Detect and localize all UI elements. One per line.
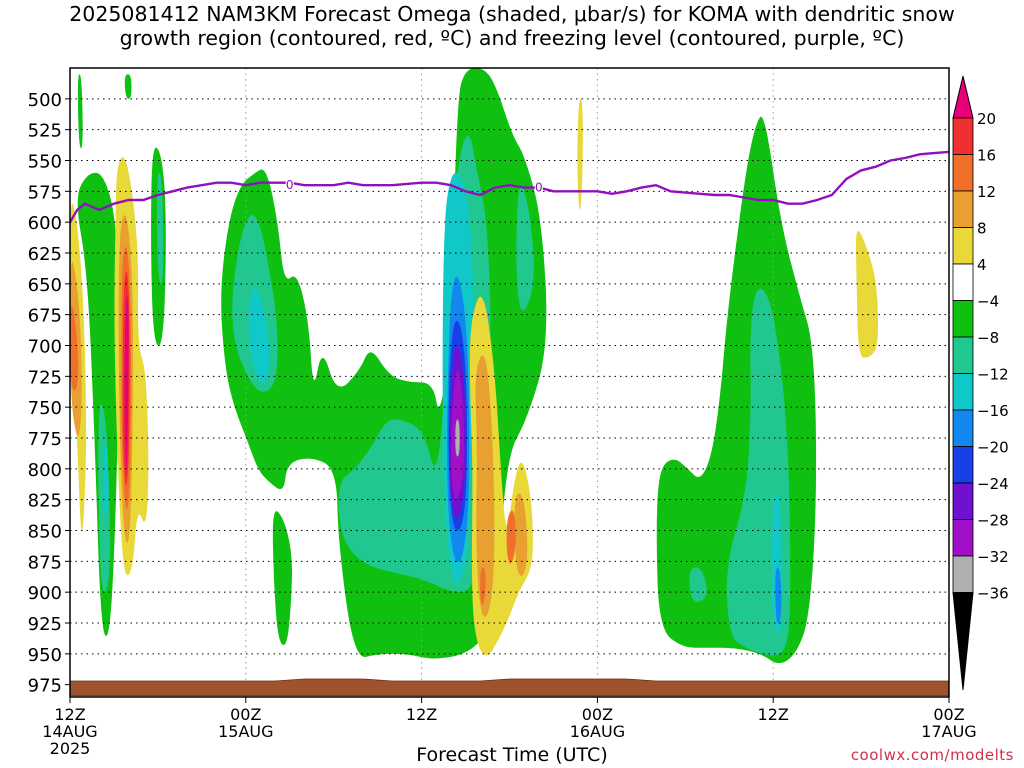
omega-region-33 xyxy=(475,355,495,617)
colorbar-top-arrow xyxy=(952,75,974,119)
y-tick-label-725: 725 xyxy=(28,367,62,388)
x-axis-label: Forecast Time (UTC) xyxy=(416,744,608,766)
colorbar-label-2: 12 xyxy=(977,183,996,201)
omega-region-19 xyxy=(775,567,782,625)
colorbar-label-5: −4 xyxy=(977,293,999,311)
colorbar-swatch-0 xyxy=(952,117,974,155)
colorbar-label-8: −16 xyxy=(977,402,1009,420)
omega-region-26 xyxy=(70,305,79,391)
omega-region-1 xyxy=(77,74,83,149)
colorbar-swatch-4 xyxy=(952,263,974,301)
colorbar-label-13: −36 xyxy=(977,585,1009,603)
colorbar-label-1: 16 xyxy=(977,147,996,165)
x-tick-label-60: 00Z xyxy=(933,705,964,724)
y-tick-label-800: 800 xyxy=(28,460,62,481)
y-tick-label-775: 775 xyxy=(28,429,62,450)
omega-region-38 xyxy=(855,230,879,358)
colorbar-label-4: 4 xyxy=(977,256,987,274)
colorbar-swatch-9 xyxy=(952,446,974,484)
x-tick-label-24: 12Z xyxy=(406,705,437,724)
colorbar-label-10: −24 xyxy=(977,475,1009,493)
omega-shading xyxy=(70,68,879,664)
omega-region-31 xyxy=(124,296,129,469)
colorbar-swatch-8 xyxy=(952,409,974,447)
colorbar-label-3: 8 xyxy=(977,220,987,238)
x-date-label-12: 15AUG xyxy=(218,722,273,741)
y-tick-label-625: 625 xyxy=(28,244,62,265)
plot-frame xyxy=(69,67,950,698)
x-date-label-60: 17AUG xyxy=(921,722,976,741)
y-tick-label-650: 650 xyxy=(28,275,62,296)
x-date-label-36: 16AUG xyxy=(570,722,625,741)
y-tick-label-525: 525 xyxy=(28,121,62,142)
colorbar-swatch-10 xyxy=(952,482,974,520)
freezing-level-line xyxy=(70,150,949,223)
y-tick-label-875: 875 xyxy=(28,552,62,573)
omega-region-8 xyxy=(157,172,164,284)
omega-region-37 xyxy=(577,98,583,210)
omega-region-36 xyxy=(480,567,486,605)
y-tick-label-550: 550 xyxy=(28,152,62,173)
colorbar-label-7: −12 xyxy=(977,366,1009,384)
ground-band xyxy=(70,678,949,697)
omega-region-11 xyxy=(516,186,534,311)
y-tick-label-500: 500 xyxy=(28,90,62,111)
y-tick-label-925: 925 xyxy=(28,614,62,635)
x-tick-label-48: 12Z xyxy=(758,705,789,724)
colorbar-swatch-7 xyxy=(952,373,974,411)
y-tick-label-575: 575 xyxy=(28,182,62,203)
colorbar-swatch-11 xyxy=(952,519,974,557)
x-tick-label-36: 00Z xyxy=(582,705,613,724)
omega-region-13 xyxy=(689,567,707,602)
colorbar-swatch-3 xyxy=(952,227,974,265)
colorbar-label-11: −28 xyxy=(977,512,1009,530)
omega-region-34 xyxy=(514,493,528,576)
x-tick-label-0: 12Z xyxy=(54,705,85,724)
colorbar-label-6: −8 xyxy=(977,329,999,347)
omega-region-23 xyxy=(455,419,460,457)
colorbar-swatch-5 xyxy=(952,300,974,338)
contour-label-bg-0 xyxy=(285,178,294,192)
y-tick-label-700: 700 xyxy=(28,337,62,358)
colorbar-swatch-2 xyxy=(952,190,974,228)
freezing-level-label-1: 0 xyxy=(535,181,543,195)
freezing-level-label-0: 0 xyxy=(286,178,294,192)
ground-surface xyxy=(70,678,949,697)
chart-title: 2025081412 NAM3KM Forecast Omega (shaded… xyxy=(69,2,955,50)
credit-text: coolwx.com/modelts xyxy=(850,746,1014,764)
colorbar-swatch-6 xyxy=(952,336,974,374)
y-tick-label-675: 675 xyxy=(28,306,62,327)
contour-label-bg-1 xyxy=(534,180,543,194)
colorbar-label-12: −32 xyxy=(977,548,1009,566)
x-tick-label-12: 00Z xyxy=(230,705,261,724)
x-year-label-0: 2025 xyxy=(50,739,91,758)
omega-region-35 xyxy=(506,510,516,564)
colorbar-label-0: 20 xyxy=(977,110,996,128)
y-tick-label-825: 825 xyxy=(28,491,62,512)
colorbar: 20 16 12 8 4 −4 −8 −12 −16 −20 −24 −28 −32 −36 xyxy=(952,75,1009,691)
y-tick-label-850: 850 xyxy=(28,522,62,543)
y-tick-label-900: 900 xyxy=(28,583,62,604)
x-date-label-0: 14AUG xyxy=(42,722,97,741)
omega-region-2 xyxy=(124,74,132,99)
omega-region-5 xyxy=(272,511,293,645)
omega-region-14 xyxy=(248,288,270,383)
y-tick-label-750: 750 xyxy=(28,398,62,419)
y-tick-label-975: 975 xyxy=(28,676,62,697)
y-tick-label-950: 950 xyxy=(28,645,62,666)
colorbar-swatch-1 xyxy=(952,154,974,192)
colorbar-label-9: −20 xyxy=(977,439,1009,457)
colorbar-swatch-12 xyxy=(952,555,974,593)
pressure-axis: 500 525 550 575 600 625 650 675 700 725 750 775 800 8… xyxy=(28,90,70,697)
omega-region-16 xyxy=(103,444,109,519)
y-tick-label-600: 600 xyxy=(28,213,62,234)
colorbar-bottom-arrow xyxy=(952,592,974,691)
